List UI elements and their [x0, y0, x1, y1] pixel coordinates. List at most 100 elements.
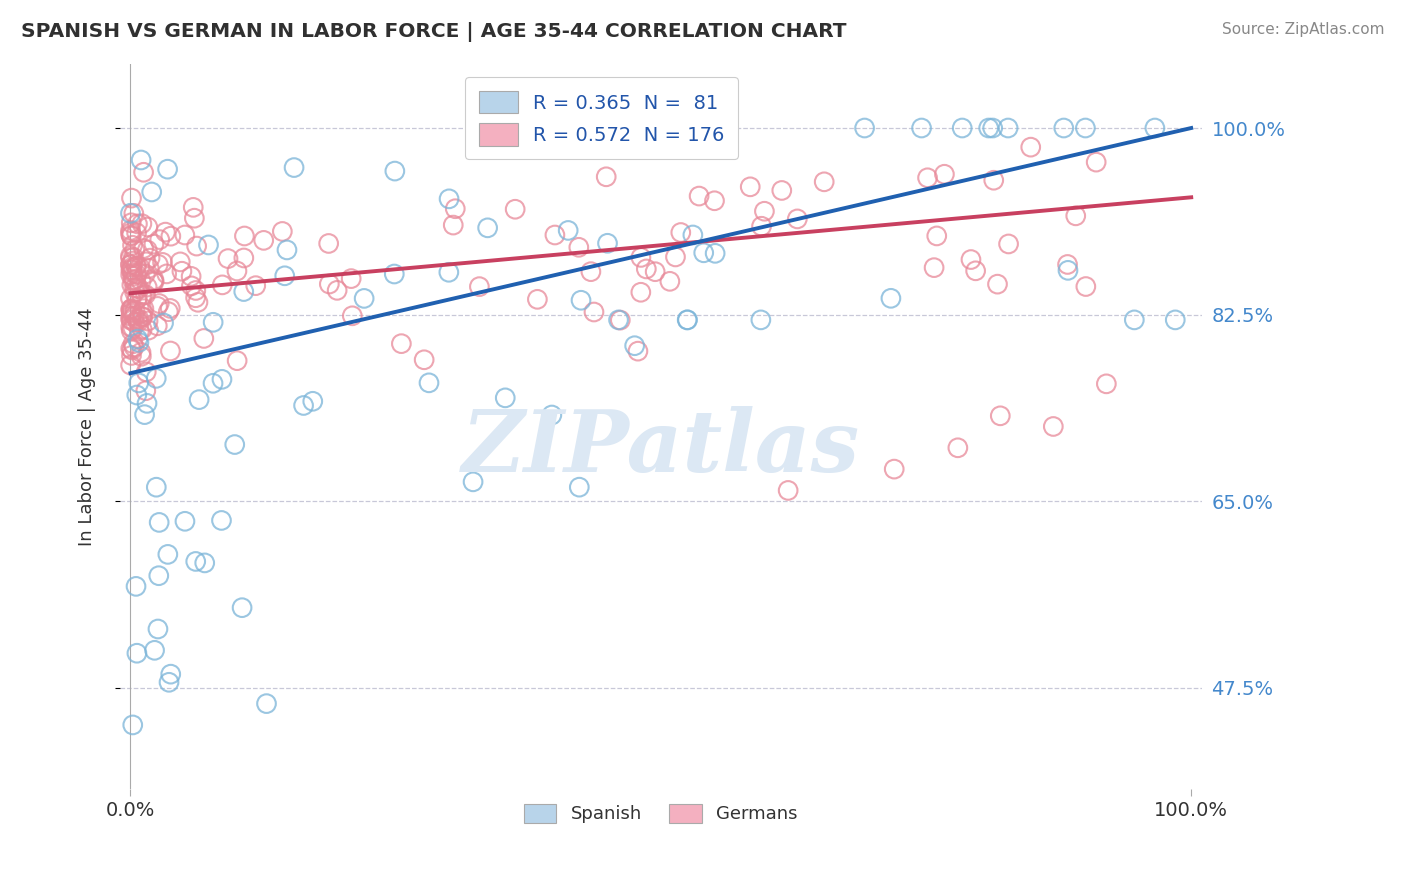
Point — [233, 229, 256, 244]
Point — [145, 371, 167, 385]
Text: Source: ZipAtlas.com: Source: ZipAtlas.com — [1222, 22, 1385, 37]
Point — [120, 223, 142, 237]
Point — [121, 277, 143, 292]
Point — [326, 283, 349, 297]
Point — [156, 162, 179, 177]
Point — [540, 408, 562, 422]
Point — [183, 211, 205, 226]
Point — [121, 191, 143, 205]
Point — [688, 189, 710, 203]
Point — [159, 667, 181, 681]
Point — [128, 282, 150, 296]
Point — [934, 167, 956, 181]
Point — [121, 260, 143, 275]
Point — [136, 220, 159, 235]
Point — [786, 211, 808, 226]
Point — [596, 236, 619, 251]
Point — [125, 579, 148, 593]
Point — [132, 242, 155, 256]
Point — [152, 255, 174, 269]
Point — [658, 274, 681, 288]
Point — [925, 228, 948, 243]
Point — [148, 568, 170, 582]
Point — [1085, 155, 1108, 169]
Point — [202, 376, 225, 391]
Point — [131, 288, 153, 302]
Point — [922, 260, 945, 275]
Point — [444, 202, 467, 216]
Point — [664, 250, 686, 264]
Point — [125, 267, 148, 281]
Point — [997, 236, 1019, 251]
Point — [623, 339, 645, 353]
Point — [138, 323, 160, 337]
Point — [437, 265, 460, 279]
Point — [676, 313, 699, 327]
Point — [526, 293, 548, 307]
Point — [125, 259, 148, 273]
Point — [124, 315, 146, 329]
Point — [184, 291, 207, 305]
Point — [136, 243, 159, 257]
Point — [186, 239, 208, 253]
Point — [965, 264, 987, 278]
Point — [143, 643, 166, 657]
Text: SPANISH VS GERMAN IN LABOR FORCE | AGE 35-44 CORRELATION CHART: SPANISH VS GERMAN IN LABOR FORCE | AGE 3… — [21, 22, 846, 42]
Point — [651, 121, 673, 136]
Point — [131, 217, 153, 231]
Point — [120, 324, 142, 338]
Point — [197, 238, 219, 252]
Point — [128, 260, 150, 275]
Point — [128, 324, 150, 338]
Point — [607, 313, 630, 327]
Point — [127, 292, 149, 306]
Point — [124, 272, 146, 286]
Point — [136, 396, 159, 410]
Point — [120, 313, 142, 327]
Point — [160, 229, 183, 244]
Point — [120, 249, 142, 263]
Point — [644, 265, 666, 279]
Point — [122, 251, 145, 265]
Point — [981, 121, 1004, 136]
Point — [1143, 121, 1166, 136]
Point — [1074, 121, 1097, 136]
Point — [128, 376, 150, 390]
Point — [127, 217, 149, 231]
Point — [120, 309, 142, 323]
Point — [595, 169, 617, 184]
Point — [950, 121, 973, 136]
Point — [630, 251, 652, 265]
Point — [184, 284, 207, 298]
Point — [152, 316, 174, 330]
Point — [155, 225, 177, 239]
Point — [157, 304, 180, 318]
Point — [156, 548, 179, 562]
Point — [146, 299, 169, 313]
Point — [120, 302, 142, 317]
Point — [813, 175, 835, 189]
Point — [709, 121, 731, 136]
Point — [121, 301, 143, 316]
Point — [120, 320, 142, 334]
Point — [232, 285, 254, 299]
Point — [301, 394, 323, 409]
Point — [124, 303, 146, 318]
Point — [122, 206, 145, 220]
Point — [120, 216, 142, 230]
Point — [170, 264, 193, 278]
Point — [145, 480, 167, 494]
Point — [120, 263, 142, 277]
Point — [132, 301, 155, 316]
Point — [127, 315, 149, 329]
Point — [132, 165, 155, 179]
Point — [217, 252, 239, 266]
Point — [253, 233, 276, 247]
Point — [211, 372, 233, 386]
Point — [627, 344, 650, 359]
Point — [135, 255, 157, 269]
Point — [136, 314, 159, 328]
Point — [122, 336, 145, 351]
Point — [245, 278, 267, 293]
Point — [704, 246, 727, 260]
